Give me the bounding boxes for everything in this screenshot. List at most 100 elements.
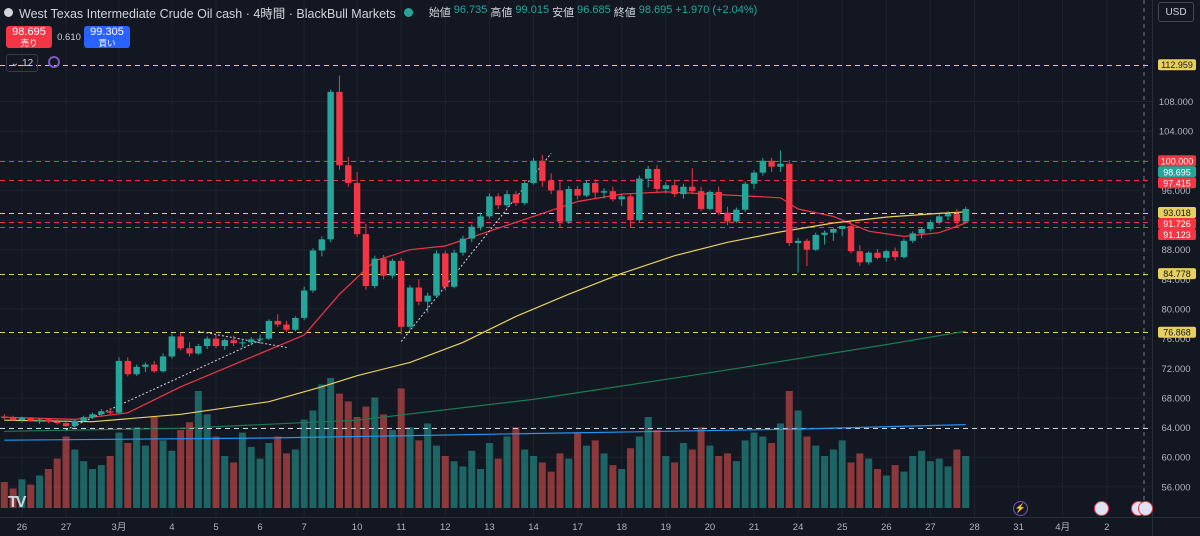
candle-body xyxy=(953,214,961,222)
sell-label: 売り xyxy=(20,38,38,48)
volume-bar xyxy=(556,453,564,508)
candle-body xyxy=(221,340,229,347)
candle-body xyxy=(18,417,26,421)
time-tick-label: 17 xyxy=(572,522,583,533)
price-level-label: 91.726 xyxy=(1163,219,1191,229)
volume-bar xyxy=(397,388,405,508)
volume-bar xyxy=(477,469,485,508)
volume-bar xyxy=(494,458,502,508)
flash-event-icon[interactable]: ⚡ xyxy=(1013,501,1028,516)
candle-body xyxy=(680,186,687,195)
candle-body xyxy=(89,414,96,418)
volume-bar xyxy=(150,417,158,508)
open-value: 96.735 xyxy=(453,4,488,16)
time-tick-label: 7 xyxy=(302,522,307,533)
trendline xyxy=(400,153,552,342)
volume-bar xyxy=(512,427,520,508)
candle-body xyxy=(874,252,881,258)
price-level-badge xyxy=(1158,177,1196,189)
volume-bar xyxy=(873,469,881,508)
ohlc-values: 始値 96.735 高値 99.015 安値 96.685 終値 98.695 +1.9… xyxy=(429,4,758,20)
volume-bar xyxy=(415,440,423,508)
currency-label: USD xyxy=(1165,6,1187,18)
volume-bar xyxy=(283,453,291,508)
candle-body xyxy=(159,356,167,372)
volume-bar xyxy=(485,443,493,508)
indicator-count: 12 xyxy=(22,57,34,69)
indicator-settings-icon[interactable] xyxy=(48,56,60,68)
volume-bar xyxy=(53,458,61,508)
candle-body xyxy=(265,320,273,339)
candle-body xyxy=(838,226,846,229)
volume-bar xyxy=(177,430,185,508)
candle-body xyxy=(389,260,396,276)
time-axis[interactable]: 26 27 3月 4 5 6 7 10 11 12 13 14 17 18 19 20 21 24 25 26 27 28… xyxy=(17,522,1110,533)
volume-bar xyxy=(80,461,88,508)
buy-button[interactable]: 99.305 買い xyxy=(84,26,130,48)
chart-header: West Texas Intermediate Crude Oil cash ·… xyxy=(4,4,758,21)
time-tick-label: 4 xyxy=(169,522,174,533)
volume-bar xyxy=(653,430,661,508)
volume-bar xyxy=(212,436,220,508)
volume-bar xyxy=(688,449,696,508)
volume-bar xyxy=(459,466,467,508)
volume-bar xyxy=(794,410,802,508)
candle-body xyxy=(239,342,246,344)
horizontal-levels[interactable] xyxy=(0,65,1152,429)
volume-bar xyxy=(838,440,846,508)
indicators-toggle[interactable]: ⌄ 12 xyxy=(6,54,38,72)
volume-bar xyxy=(450,461,458,508)
candle-body xyxy=(115,360,123,413)
volume-bar xyxy=(644,417,652,508)
sell-button[interactable]: 98.695 売り xyxy=(6,26,52,48)
time-tick-label: 20 xyxy=(705,522,716,533)
candle-body xyxy=(556,190,564,222)
price-level-label: 84.778 xyxy=(1163,269,1191,279)
time-tick-label: 5 xyxy=(213,522,218,533)
us-event-flag-icon[interactable] xyxy=(1138,501,1153,516)
symbol-title[interactable]: West Texas Intermediate Crude Oil cash ·… xyxy=(19,6,396,21)
volume-bar xyxy=(441,456,449,508)
price-level-badge xyxy=(1158,218,1196,230)
price-tick-label: 104.000 xyxy=(1159,127,1193,138)
candle-body xyxy=(230,340,237,344)
volume-bar xyxy=(71,449,79,508)
volume-bar xyxy=(671,462,679,508)
volume-bar xyxy=(865,458,873,508)
candle-body xyxy=(830,228,837,233)
time-tick-label: 13 xyxy=(484,522,495,533)
volume-bar xyxy=(247,446,255,508)
volume-bar xyxy=(600,453,608,508)
volume-bar xyxy=(891,465,899,508)
candle-body xyxy=(803,240,811,250)
volume-bar xyxy=(106,456,114,508)
volume-bar xyxy=(309,410,317,508)
time-tick-label: 12 xyxy=(440,522,451,533)
volume-bar xyxy=(238,432,246,508)
volume-bar xyxy=(27,484,35,508)
candle-body xyxy=(583,183,590,196)
price-tick-label: 80.000 xyxy=(1161,305,1190,316)
candle-body xyxy=(80,417,87,421)
us-event-flag-icon[interactable] xyxy=(1094,501,1109,516)
candle-body xyxy=(424,295,431,302)
volume-bar xyxy=(635,436,643,508)
volume-bar xyxy=(133,427,141,508)
tradingview-logo-icon[interactable]: TV xyxy=(8,494,27,511)
price-level-badge xyxy=(1158,155,1196,167)
price-tick-label: 72.000 xyxy=(1161,364,1190,375)
time-tick-label: 26 xyxy=(881,522,892,533)
volume-bars xyxy=(0,378,970,508)
candle-body xyxy=(168,336,176,357)
time-tick-label: 11 xyxy=(396,522,406,533)
volume-bar xyxy=(697,427,705,508)
volume-bar xyxy=(732,461,740,508)
time-tick-label: 2 xyxy=(1104,522,1109,533)
volume-bar xyxy=(88,469,97,508)
price-axis[interactable]: 56.000 60.000 64.000 68.000 72.000 76.000 80.0… xyxy=(1158,59,1196,493)
trendlines[interactable] xyxy=(65,153,552,431)
volume-bar xyxy=(768,443,776,508)
currency-selector[interactable]: USD xyxy=(1158,2,1194,22)
candle-body xyxy=(353,183,361,235)
